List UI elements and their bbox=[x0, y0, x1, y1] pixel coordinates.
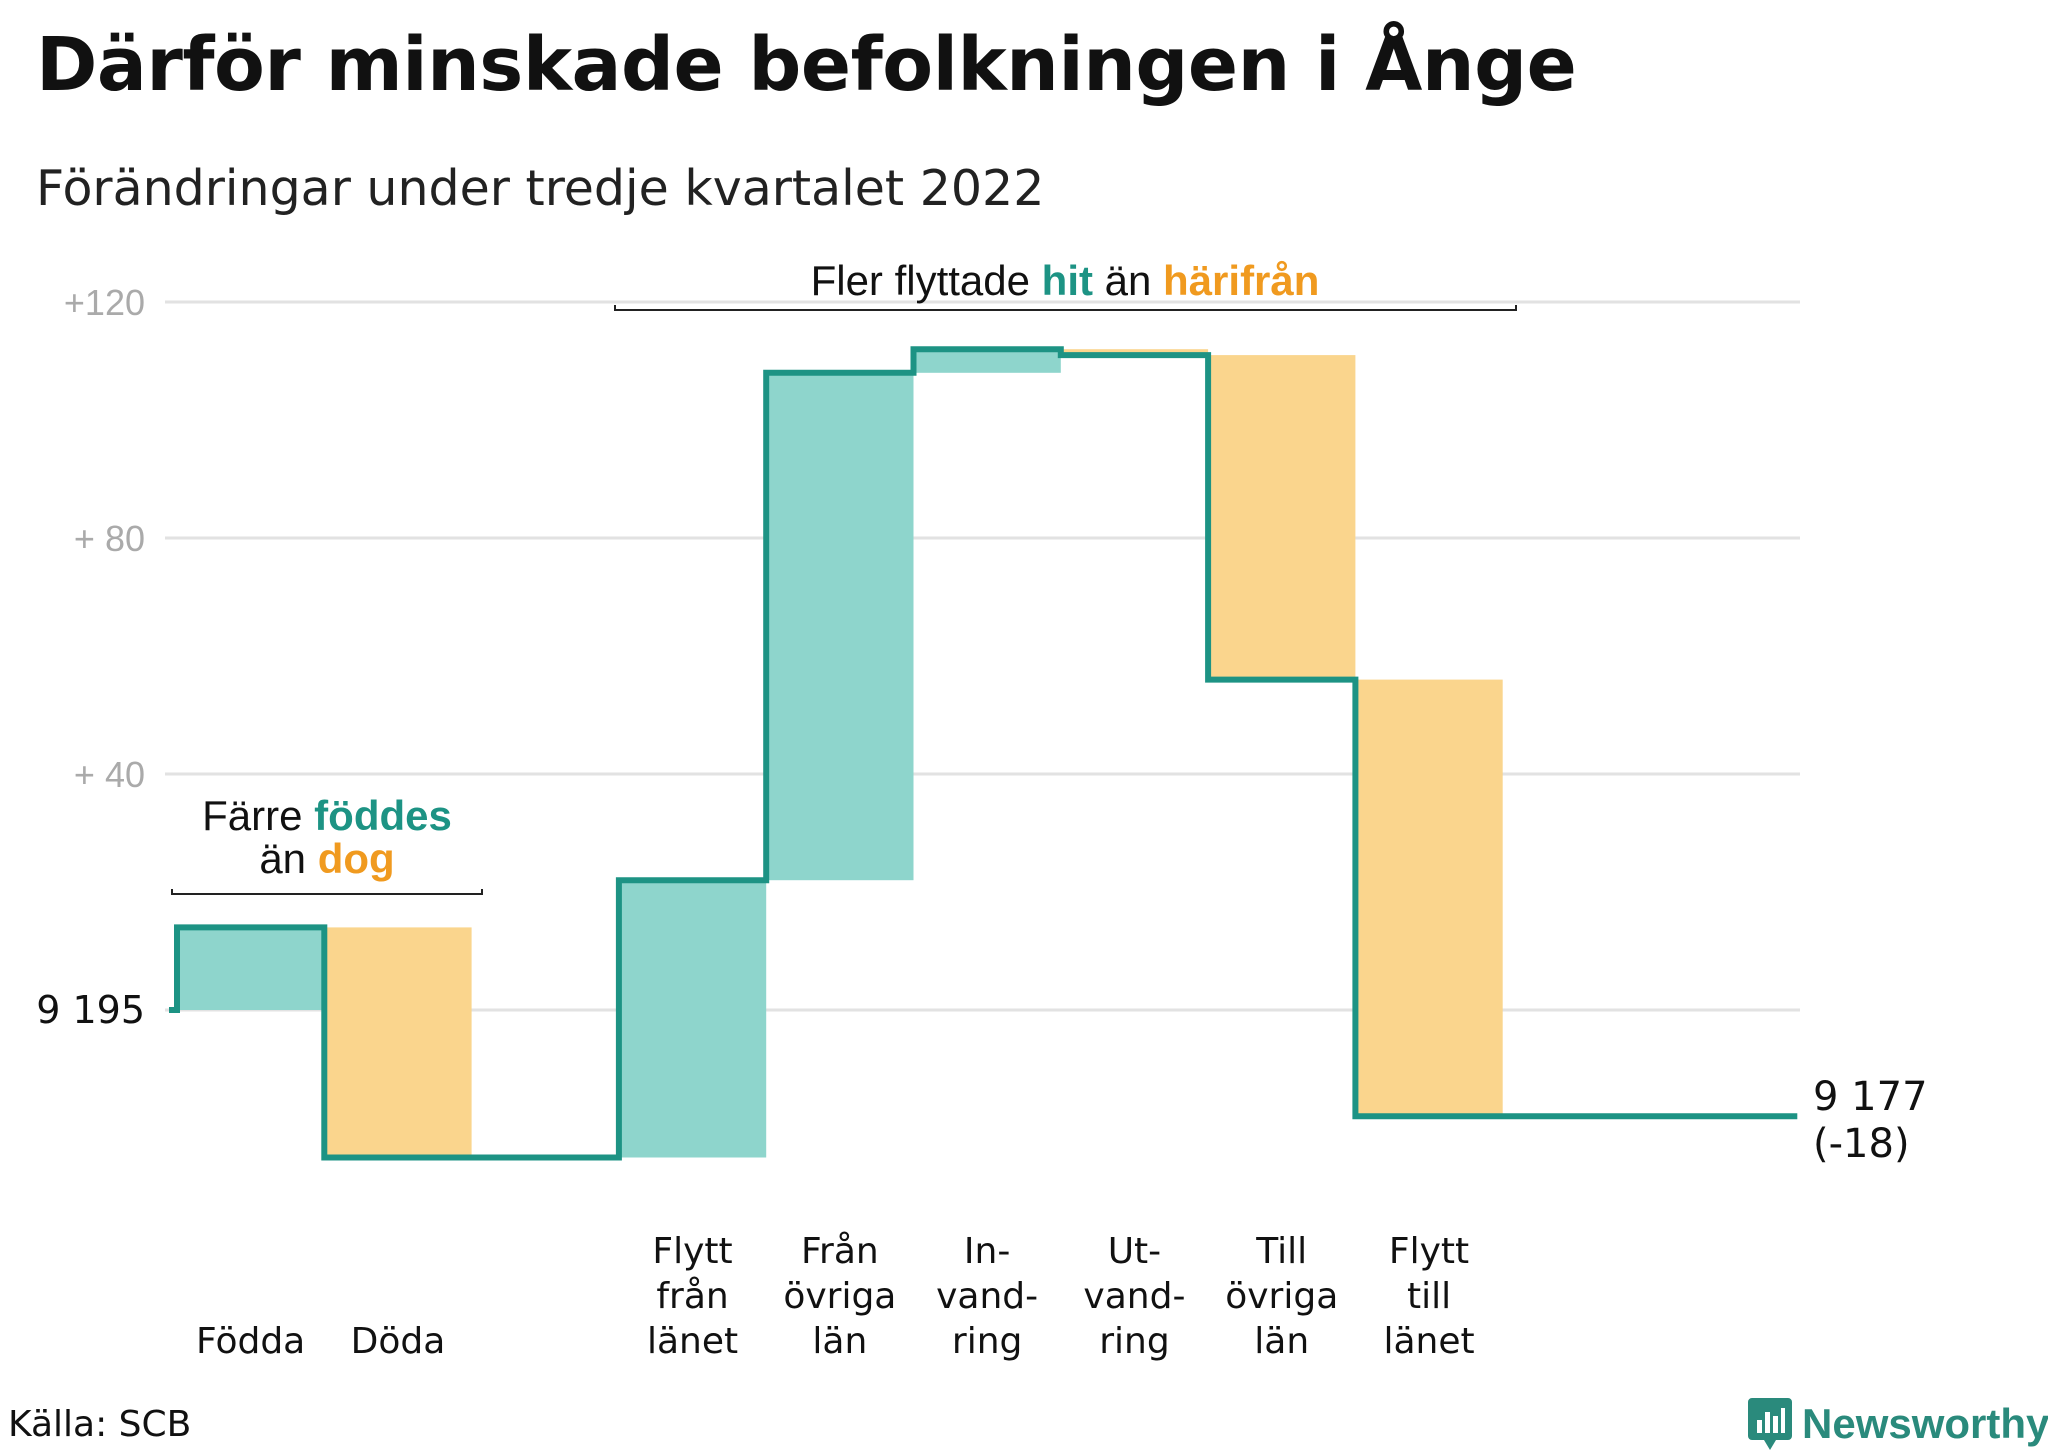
annotation-segment: än bbox=[259, 835, 317, 882]
bars bbox=[177, 349, 1503, 1158]
category-label: ring bbox=[1099, 1321, 1169, 1362]
waterfall-bar bbox=[618, 880, 767, 1158]
y-axis-ticks: 9 195 + 40 + 80 +120 bbox=[36, 282, 145, 1032]
brand-logo: Newsworthy bbox=[1748, 1398, 2048, 1450]
annotation-segment: föddes bbox=[314, 792, 452, 839]
y-tick-label: +120 bbox=[64, 282, 145, 323]
category-label: från bbox=[656, 1276, 728, 1317]
brand-name: Newsworthy bbox=[1802, 1400, 2048, 1447]
category-labels: Födda DödaFlyttfrånlänetFrånövrigalänIn-v… bbox=[196, 1231, 1475, 1362]
annotation-text: Färre föddes bbox=[202, 792, 452, 839]
category-label: övriga bbox=[783, 1276, 896, 1317]
y-tick-label: + 40 bbox=[74, 754, 145, 795]
end-change: (-18) bbox=[1813, 1121, 1910, 1167]
annotation-segment: Fler flyttade bbox=[811, 257, 1042, 304]
category-label: län bbox=[812, 1321, 867, 1362]
end-value: 9 177 bbox=[1813, 1074, 1928, 1120]
waterfall-bar bbox=[1355, 679, 1503, 1117]
category-label: länet bbox=[647, 1321, 738, 1362]
waterfall-bar bbox=[913, 349, 1061, 373]
annotation-bracket bbox=[614, 305, 1517, 311]
category-label: Ut- bbox=[1108, 1231, 1161, 1272]
grid-lines bbox=[165, 300, 1800, 1012]
annotation-segment: än bbox=[1093, 257, 1163, 304]
category-label: län bbox=[1254, 1321, 1309, 1362]
annotation-text: Fler flyttade hit än härifrån bbox=[811, 257, 1320, 304]
category-label: Till bbox=[1255, 1231, 1307, 1272]
category-label: Flytt bbox=[652, 1231, 732, 1272]
category-label: Födda bbox=[196, 1321, 305, 1362]
waterfall-bar bbox=[177, 927, 325, 1010]
y-tick-label: + 80 bbox=[74, 518, 145, 559]
category-label: Flytt bbox=[1389, 1231, 1469, 1272]
waterfall-chart: 9 195+ 40+ 80+120 Födda DödaFlyttfrånläne… bbox=[36, 257, 1928, 1362]
category-label: övriga bbox=[1225, 1276, 1338, 1317]
category-label: till bbox=[1407, 1276, 1451, 1317]
category-label: In- bbox=[964, 1231, 1010, 1272]
chart-subtitle: Förändringar under tredje kvartalet 2022 bbox=[36, 160, 1045, 217]
annotation-segment: Färre bbox=[202, 792, 314, 839]
chart-title: Därför minskade befolkningen i Ånge bbox=[36, 22, 1577, 108]
category-label: Från bbox=[801, 1231, 879, 1272]
newsworthy-logo-icon bbox=[1748, 1398, 1792, 1450]
end-value-label: 9 177(-18) bbox=[1813, 1074, 1928, 1167]
category-label: ring bbox=[952, 1321, 1022, 1362]
annotation-segment: härifrån bbox=[1163, 257, 1319, 304]
y-tick-label: 9 195 bbox=[36, 988, 145, 1032]
population-step-line bbox=[169, 346, 1798, 1161]
source-note: Källa: SCB bbox=[8, 1404, 192, 1445]
annotation-segment: dog bbox=[318, 835, 395, 882]
annotation-segment: hit bbox=[1042, 257, 1093, 304]
waterfall-bar bbox=[1208, 355, 1356, 680]
annotation-text: än dog bbox=[259, 835, 394, 882]
category-label: vand- bbox=[1083, 1276, 1185, 1317]
category-label: vand- bbox=[936, 1276, 1038, 1317]
category-label: Döda bbox=[351, 1321, 446, 1362]
category-label: länet bbox=[1383, 1321, 1474, 1362]
waterfall-bar bbox=[324, 927, 472, 1158]
waterfall-bar bbox=[766, 372, 914, 881]
annotation-bracket bbox=[171, 889, 483, 895]
